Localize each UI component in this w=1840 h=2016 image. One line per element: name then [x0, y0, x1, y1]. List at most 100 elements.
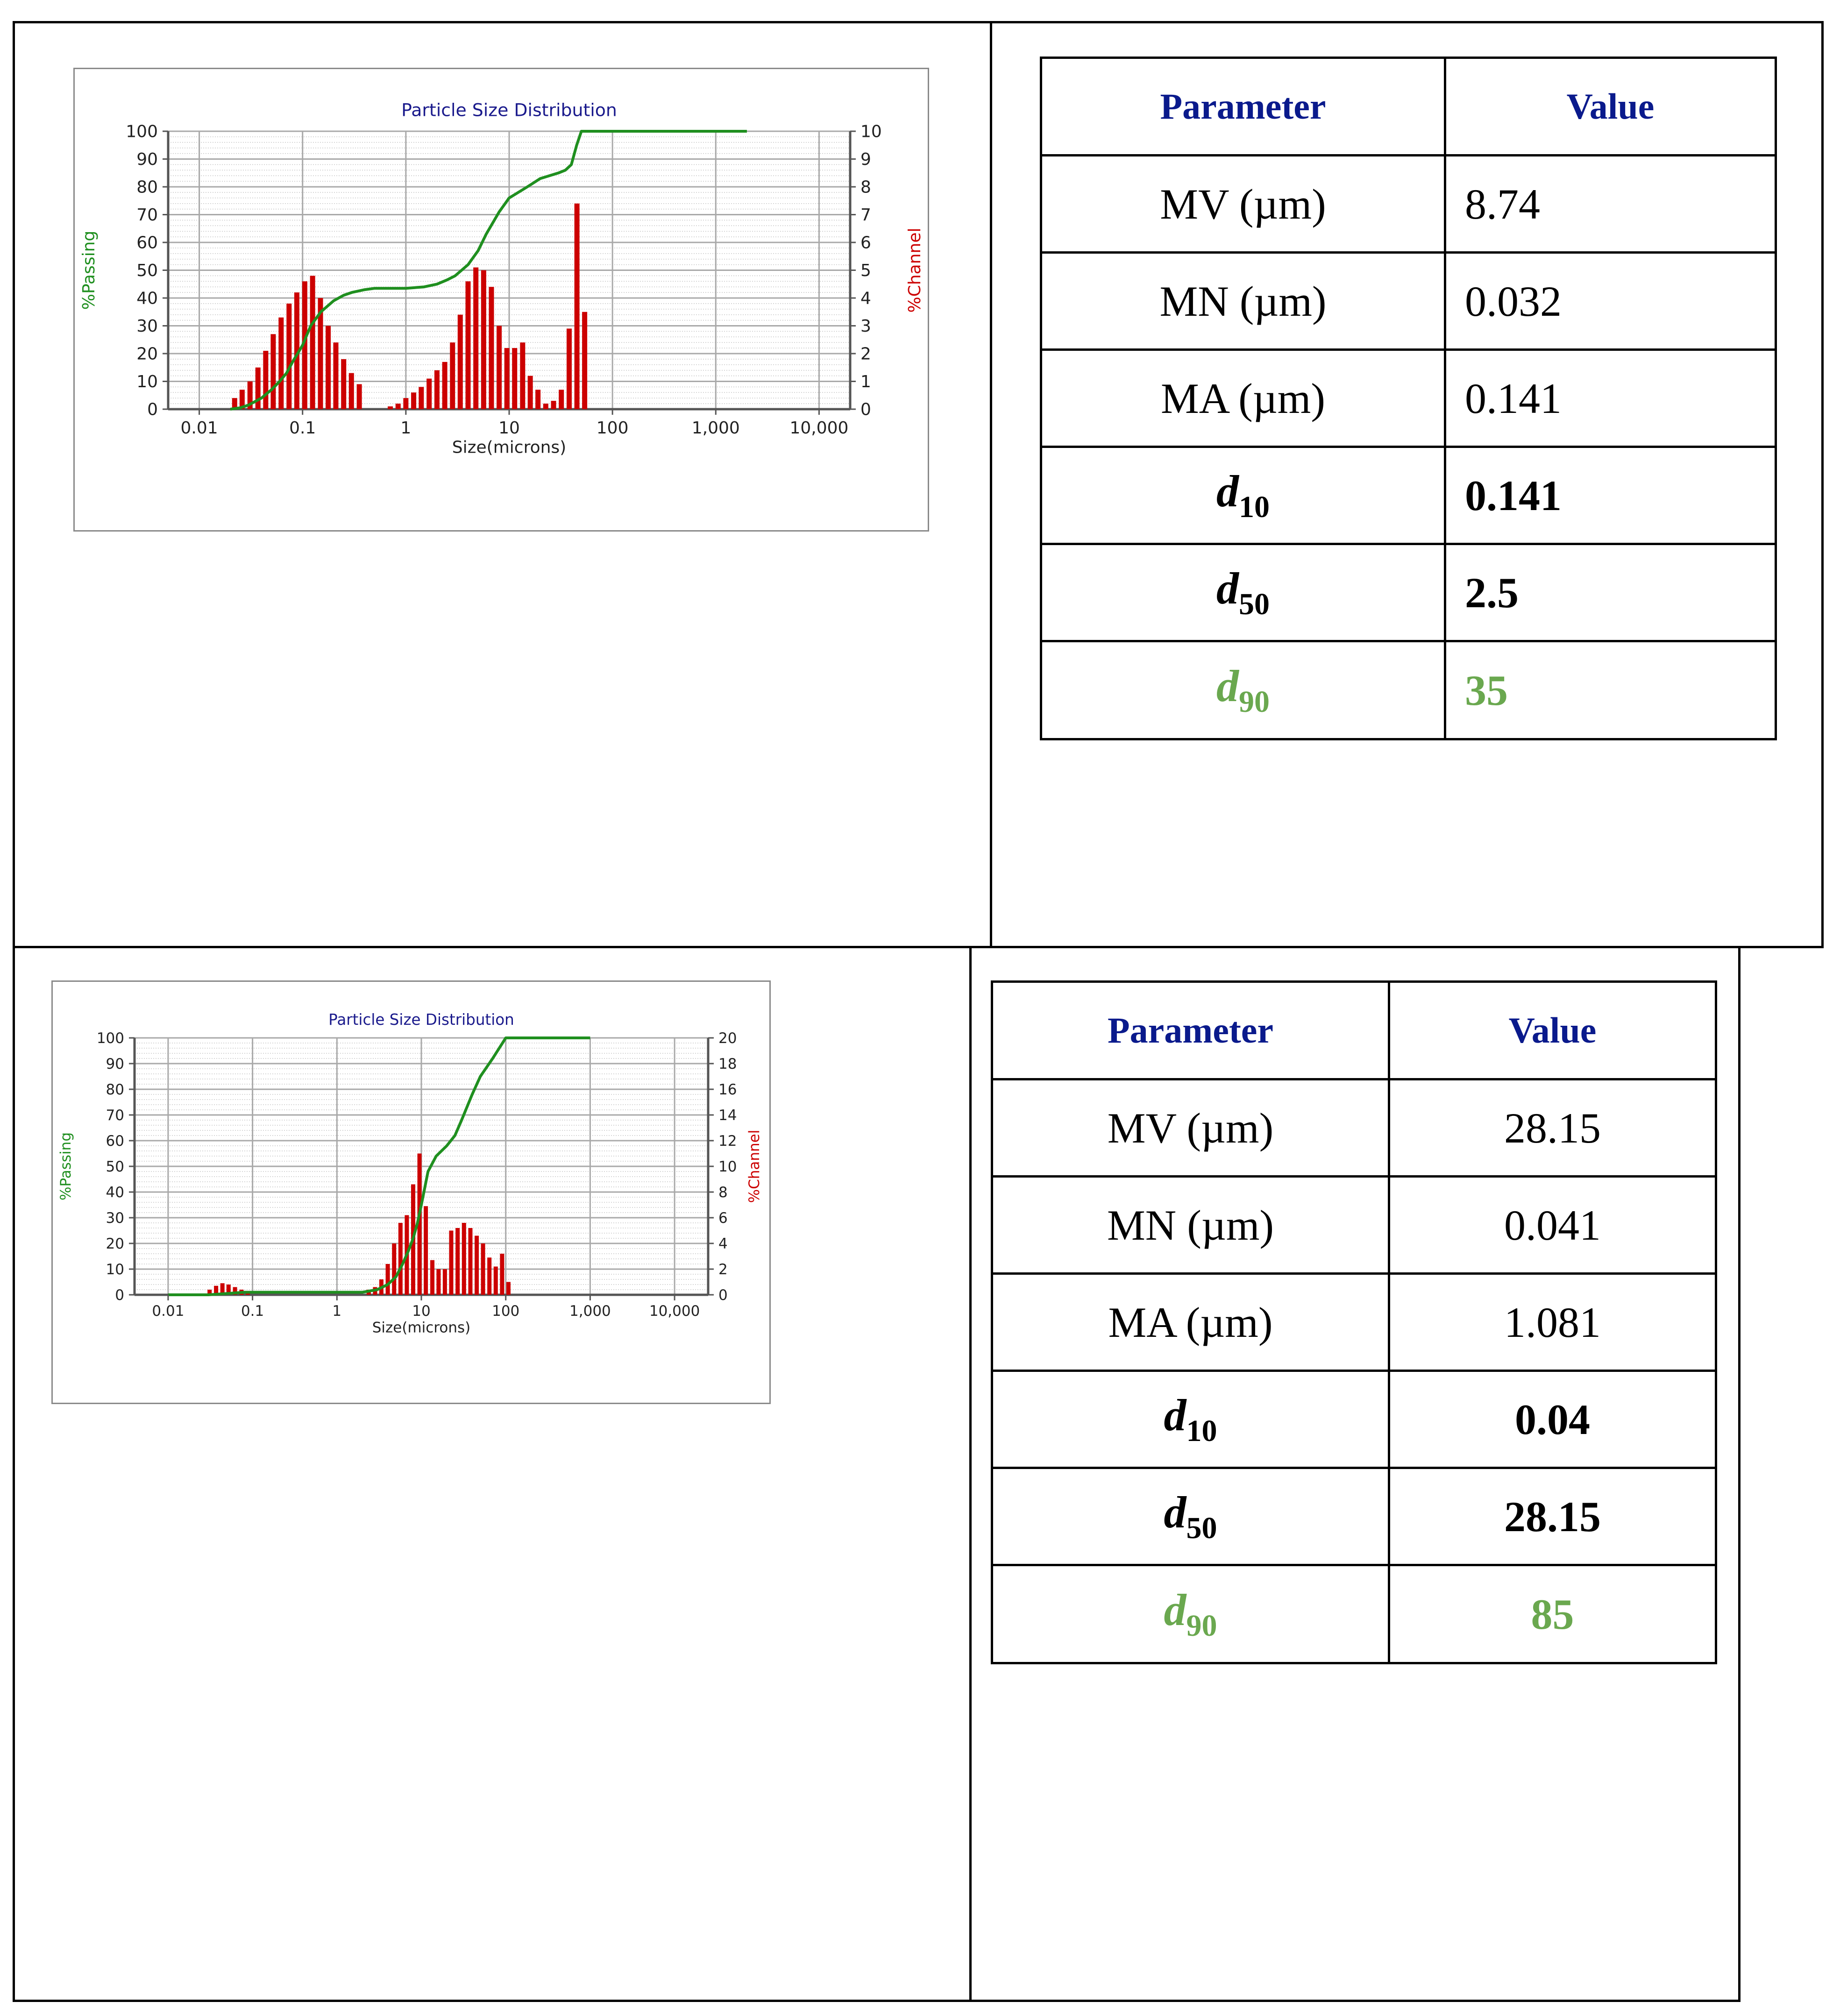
channel-bar: [473, 267, 479, 409]
right-tick-label: 16: [718, 1081, 737, 1098]
right-tick-label: 20: [718, 1030, 737, 1047]
row-value: 8.74: [1444, 154, 1777, 254]
x-tick-label: 10,000: [649, 1303, 700, 1320]
x-tick-label: 0.01: [152, 1303, 184, 1320]
right-tick-label: 8: [860, 178, 871, 197]
table-row-ma: MA (µm) 1.081: [991, 1272, 1717, 1372]
right-tick-label: 1: [860, 372, 871, 391]
x-tick-label: 1,000: [692, 419, 740, 438]
x-tick-label: 0.1: [241, 1303, 264, 1320]
row-value: 0.141: [1444, 446, 1777, 545]
right-axis-label: %Channel: [746, 1130, 763, 1203]
left-tick-label: 100: [97, 1030, 124, 1047]
table-row-mv: MV (µm) 8.74: [1040, 154, 1777, 254]
row-value: 28.15: [1388, 1467, 1717, 1566]
channel-bar: [481, 270, 486, 409]
row-label: d90: [991, 1564, 1390, 1664]
right-tick-label: 8: [718, 1184, 728, 1201]
x-tick-label: 1: [332, 1303, 341, 1320]
channel-bar: [233, 1287, 237, 1295]
passing-curve: [230, 130, 747, 411]
value-column-header: Value: [1388, 980, 1717, 1080]
channel-bar: [497, 326, 502, 409]
x-axis-label: Size(microns): [372, 1320, 471, 1336]
x-tick-label: 1: [400, 419, 411, 438]
x-tick-label: 1,000: [569, 1303, 611, 1320]
right-tick-label: 5: [860, 261, 871, 280]
x-tick-label: 10: [498, 419, 520, 438]
left-tick-label: 20: [136, 345, 158, 364]
channel-bar: [385, 1264, 390, 1295]
left-axis-label: %Passing: [79, 231, 99, 310]
left-tick-label: 10: [106, 1261, 124, 1278]
right-axis-label: %Channel: [905, 227, 924, 312]
right-tick-label: 0: [860, 400, 871, 419]
row-value: 0.041: [1388, 1175, 1717, 1275]
left-tick-label: 90: [106, 1056, 124, 1072]
table-row-mv: MV (µm) 28.15: [991, 1078, 1717, 1178]
channel-bar: [475, 1235, 479, 1295]
channel-bar: [239, 390, 245, 409]
channel-bar: [356, 384, 362, 409]
channel-bar: [455, 1228, 460, 1295]
chart-title: Particle Size Distribution: [401, 100, 617, 121]
right-tick-label: 7: [860, 206, 871, 225]
right-tick-label: 3: [860, 317, 871, 336]
channel-bar: [403, 398, 409, 409]
channel-bar: [489, 287, 494, 409]
channel-bar: [426, 378, 432, 409]
passing-curve: [168, 1036, 590, 1296]
row-value: 0.032: [1444, 251, 1777, 351]
channel-bar: [341, 359, 347, 409]
psd-chart-1-svg: 0 10 20 30 40 50 60 70 80 90 100 0 1 2 3 4 5 6 7 8 9 10 0.01 0.…: [79, 100, 924, 457]
left-tick-label: 0: [147, 400, 158, 419]
channel-bar: [465, 281, 471, 409]
right-tick-label: 10: [718, 1158, 737, 1175]
row-value: 28.15: [1388, 1078, 1717, 1178]
x-axis-label: Size(microns): [452, 438, 566, 457]
channel-bar: [392, 1243, 397, 1295]
row-value: 1.081: [1388, 1272, 1717, 1372]
channel-bar: [263, 351, 269, 409]
channel-bar: [457, 314, 463, 409]
left-axis-label: %Passing: [57, 1132, 74, 1200]
row-label: d90: [1040, 640, 1446, 740]
right-tick-label: 18: [718, 1056, 737, 1072]
channel-bar: [551, 401, 556, 409]
channel-bar: [348, 373, 354, 409]
channel-bar: [535, 390, 541, 409]
row-label: d50: [1040, 543, 1446, 642]
channel-bar: [398, 1223, 403, 1295]
channel-bar: [419, 387, 424, 409]
parameter-column-header: Parameter: [1040, 57, 1446, 156]
left-tick-label: 40: [136, 289, 158, 308]
right-tick-label: 2: [718, 1261, 728, 1278]
chart-title: Particle Size Distribution: [328, 1011, 514, 1029]
channel-bar: [442, 1269, 447, 1295]
channel-bar: [395, 404, 401, 409]
table-row-ma: MA (µm) 0.141: [1040, 348, 1777, 448]
bottom-panel-border: [13, 946, 1741, 2002]
left-tick-label: 60: [136, 234, 158, 253]
channel-bar: [468, 1228, 473, 1295]
table-row-mn: MN (µm) 0.032: [1040, 251, 1777, 351]
parameter-column-header: Parameter: [991, 980, 1390, 1080]
channel-bar: [255, 367, 261, 409]
right-tick-label: 2: [860, 345, 871, 364]
channel-bar: [270, 334, 276, 409]
left-tick-label: 50: [106, 1158, 124, 1175]
channel-bar: [220, 1283, 225, 1295]
x-tick-label: 100: [597, 419, 629, 438]
channel-bar: [493, 1266, 498, 1295]
left-tick-label: 30: [136, 317, 158, 336]
channel-bar: [417, 1153, 422, 1295]
table-header-row: Parameter Value: [1040, 57, 1777, 156]
channel-bar: [506, 1282, 511, 1295]
channel-bar: [527, 376, 533, 409]
left-tick-label: 40: [106, 1184, 124, 1201]
channel-bar: [207, 1290, 212, 1295]
channel-bar: [462, 1223, 466, 1295]
channel-bar: [434, 370, 440, 409]
x-tick-label: 10,000: [789, 419, 848, 438]
channel-bar: [278, 317, 284, 409]
